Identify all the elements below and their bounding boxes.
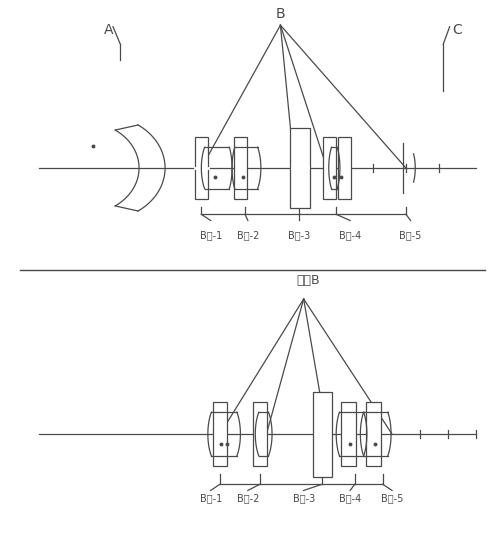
Text: 镜组B: 镜组B [296, 274, 320, 287]
Bar [341, 402, 355, 466]
Bar [313, 392, 332, 477]
Text: B组-5: B组-5 [381, 494, 403, 503]
Text: B组-3: B组-3 [292, 494, 315, 503]
Text: B镜-5: B镜-5 [400, 230, 422, 240]
Bar [252, 402, 268, 466]
Text: B镜-3: B镜-3 [288, 230, 310, 240]
Text: B镜-2: B镜-2 [236, 230, 259, 240]
Bar [290, 128, 310, 208]
Text: C: C [452, 23, 462, 37]
Bar [366, 402, 381, 466]
Bar [195, 137, 208, 199]
Bar [338, 137, 351, 199]
Text: B组-2: B组-2 [236, 494, 259, 503]
Bar [212, 402, 228, 466]
Text: A: A [104, 23, 113, 37]
Text: B: B [276, 7, 285, 21]
Text: B组-4: B组-4 [339, 494, 361, 503]
Text: B镜-4: B镜-4 [339, 230, 361, 240]
Bar [323, 137, 336, 199]
Text: B镜-1: B镜-1 [200, 230, 222, 240]
Bar [234, 137, 247, 199]
Text: B组-1: B组-1 [200, 494, 222, 503]
